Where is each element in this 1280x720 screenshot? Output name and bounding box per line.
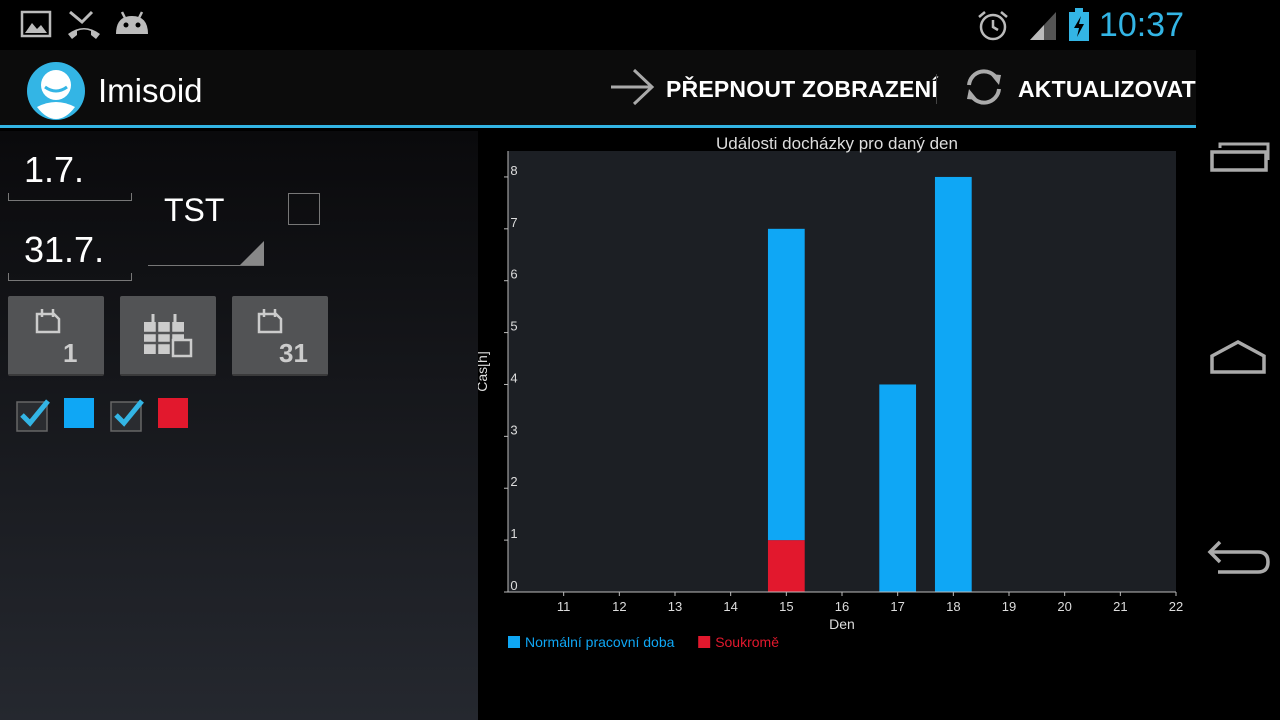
refresh-button[interactable]: AKTUALIZOVAT xyxy=(960,50,1196,128)
home-button[interactable] xyxy=(1196,330,1280,390)
bar-normal-day-15 xyxy=(767,228,805,541)
legend-label: Soukromě xyxy=(715,634,779,650)
status-bar: 10:37 xyxy=(0,0,1196,50)
bar-private-day-15 xyxy=(767,540,805,592)
whole-month-button[interactable] xyxy=(120,296,216,376)
x-tick-label: 17 xyxy=(890,599,904,614)
x-tick-label: 19 xyxy=(1002,599,1016,614)
app-logo-icon[interactable] xyxy=(26,61,86,121)
app-title: Imisoid xyxy=(98,72,203,109)
x-tick-label: 18 xyxy=(946,599,960,614)
series2-color-swatch xyxy=(158,398,188,428)
x-tick-label: 16 xyxy=(835,599,849,614)
alarm-icon xyxy=(976,9,1010,48)
y-axis-label: Čas[h] xyxy=(478,351,490,391)
x-tick-label: 11 xyxy=(557,599,571,614)
first-day-number: 1 xyxy=(63,338,77,368)
x-tick-label: 20 xyxy=(1057,599,1071,614)
series1-color-swatch xyxy=(64,398,94,428)
x-tick-label: 15 xyxy=(779,599,793,614)
attendance-chart: Události docházky pro daný den 11 12 13 14 1… xyxy=(478,134,1183,650)
y-tick-label: 3 xyxy=(510,422,517,437)
date-to-field[interactable]: 31.7. xyxy=(8,211,132,281)
android-debug-icon xyxy=(112,8,152,45)
y-tick-label: 8 xyxy=(510,163,517,178)
legend-swatch xyxy=(698,636,711,648)
x-tick-label: 22 xyxy=(1169,599,1183,614)
date-from-field[interactable]: 1.7. xyxy=(8,131,132,201)
legend-swatch xyxy=(508,636,520,648)
image-icon xyxy=(20,8,52,45)
x-tick-label: 14 xyxy=(723,599,737,614)
signal-icon xyxy=(1028,10,1058,47)
date-to-value: 31.7. xyxy=(24,229,105,270)
spinner-underline xyxy=(148,264,264,266)
date-from-value: 1.7. xyxy=(24,149,85,190)
bar-normal-day-17 xyxy=(879,384,917,592)
home-icon xyxy=(1196,340,1280,394)
navigation-bar xyxy=(1196,0,1280,720)
back-arrow-icon xyxy=(1196,540,1280,594)
last-day-number: 31 xyxy=(279,338,308,368)
switch-view-label: PŘEPNOUT ZOBRAZENÍ xyxy=(666,75,938,102)
refresh-icon xyxy=(960,63,1008,116)
y-tick-label: 2 xyxy=(510,474,517,489)
x-tick-label: 13 xyxy=(668,599,682,614)
series2-checkbox[interactable] xyxy=(110,398,144,432)
chart-title: Události docházky pro daný den xyxy=(716,134,958,153)
y-tick-label: 0 xyxy=(510,578,517,593)
missed-call-icon xyxy=(66,8,102,45)
x-tick-label: 21 xyxy=(1113,599,1127,614)
user-checkbox[interactable] xyxy=(288,193,320,225)
legend-label: Normální pracovní doba xyxy=(525,634,675,650)
plot-background xyxy=(508,151,1176,592)
first-day-button[interactable]: 1 xyxy=(8,296,104,376)
date-to-underline xyxy=(8,273,132,281)
y-tick-label: 6 xyxy=(510,267,517,282)
y-tick-label: 4 xyxy=(510,370,517,385)
action-divider xyxy=(936,74,937,104)
battery-charging-icon xyxy=(1068,8,1090,47)
y-tick-label: 7 xyxy=(510,215,517,230)
series1-checkbox[interactable] xyxy=(16,398,50,432)
back-button[interactable] xyxy=(1196,530,1280,590)
bar-normal-day-18 xyxy=(934,176,972,593)
user-spinner-value: TST xyxy=(164,192,225,228)
date-from-underline xyxy=(8,193,132,201)
refresh-label: AKTUALIZOVAT xyxy=(1018,75,1196,102)
clock-time: 10:37 xyxy=(1098,6,1184,44)
recent-apps-button[interactable] xyxy=(1196,130,1280,190)
action-bar: Imisoid PŘEPNOUT ZOBRAZENÍ AKTUALIZOVAT xyxy=(0,50,1196,128)
switch-view-button[interactable]: PŘEPNOUT ZOBRAZENÍ xyxy=(608,50,938,128)
chart-panel: Události docházky pro daný den 11 12 13 14 1… xyxy=(478,131,1196,720)
y-tick-label: 1 xyxy=(510,526,517,541)
last-day-button[interactable]: 31 xyxy=(232,296,328,376)
recent-apps-icon xyxy=(1196,142,1280,194)
x-axis-label: Den xyxy=(829,616,855,632)
spinner-arrow-icon xyxy=(240,241,264,265)
x-tick-label: 12 xyxy=(612,599,626,614)
y-tick-label: 5 xyxy=(510,319,517,334)
user-spinner[interactable]: TST xyxy=(148,186,264,266)
filter-panel: 1.7. 31.7. TST 1 xyxy=(0,131,478,720)
arrow-right-icon xyxy=(608,67,656,112)
